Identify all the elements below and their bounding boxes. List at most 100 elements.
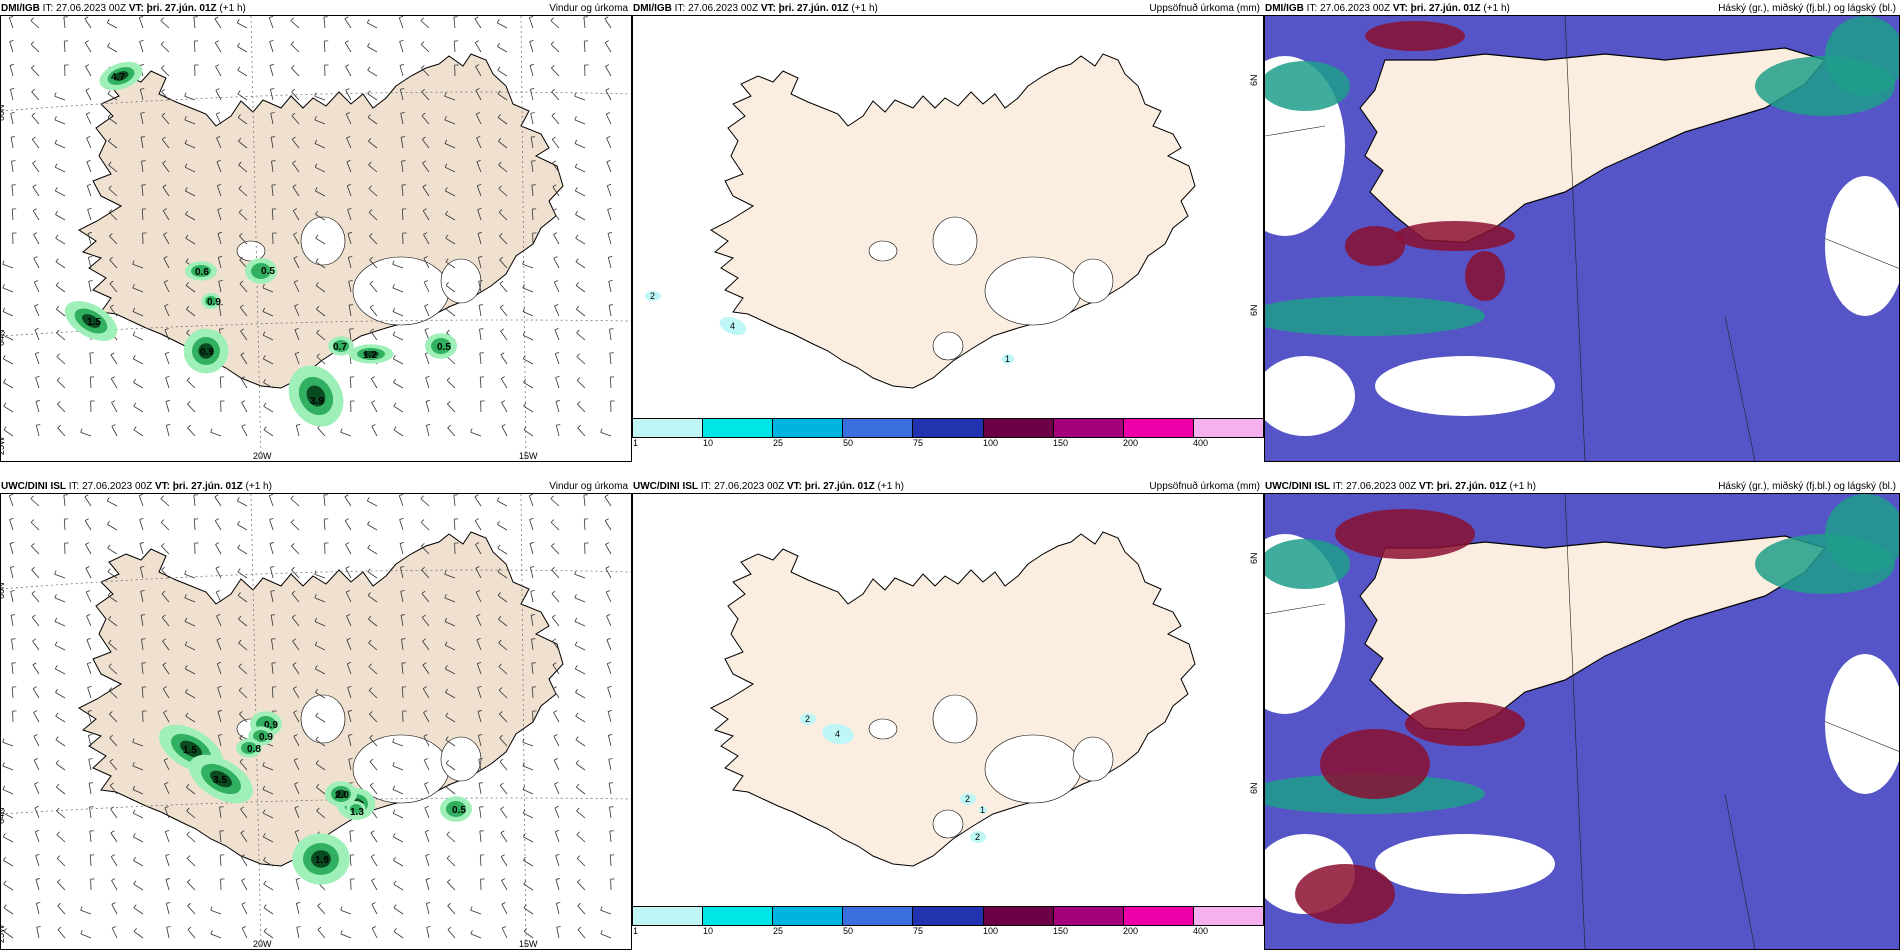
wind-barb xyxy=(421,91,430,101)
wind-barb xyxy=(607,233,612,245)
wind-barb xyxy=(270,137,274,149)
wind-barb-flag xyxy=(575,234,579,239)
precip-heavy xyxy=(113,71,129,81)
wind-barb-flag xyxy=(54,163,58,168)
graticule-line xyxy=(1265,16,1899,461)
wind-barb xyxy=(133,429,144,437)
wind-barb xyxy=(162,210,170,221)
wind-barb xyxy=(522,812,534,819)
precip-area xyxy=(645,291,661,301)
wind-barb-flag xyxy=(290,17,294,21)
wind-barb xyxy=(499,259,508,269)
wind-barb xyxy=(89,831,92,843)
wind-barb xyxy=(608,783,612,795)
wind-barb xyxy=(368,642,378,651)
wind-barb-flag xyxy=(575,258,579,263)
wind-barb xyxy=(109,737,118,747)
wind-barb-flag xyxy=(550,519,555,523)
wind-barb xyxy=(317,905,326,915)
wind-barb-flag xyxy=(9,494,14,497)
wind-barb xyxy=(110,354,118,365)
wind-barb xyxy=(32,162,40,173)
mid-cloud-area xyxy=(1265,296,1485,336)
wind-barb-flag xyxy=(80,428,83,433)
graticule-line xyxy=(1,319,631,337)
wind-barb-flag xyxy=(32,208,37,212)
wind-barb-flag xyxy=(237,544,241,549)
wind-barb-flag xyxy=(54,139,58,144)
precip-heavy xyxy=(180,740,202,758)
wind-barb xyxy=(349,329,352,341)
wind-barb xyxy=(34,807,40,819)
wind-barb-flag xyxy=(474,494,479,498)
wind-barb xyxy=(271,185,274,197)
wind-barb-flag xyxy=(296,926,301,928)
wind-barb-flag xyxy=(108,137,112,142)
wind-barb-flag xyxy=(236,497,240,502)
wind-barb xyxy=(479,329,482,341)
wind-barb-flag xyxy=(31,543,35,547)
wind-barb-flag xyxy=(54,665,58,670)
wind-barb-flag xyxy=(575,210,578,215)
wind-barb xyxy=(347,735,352,747)
wind-barb xyxy=(184,597,196,603)
wind-barb xyxy=(575,715,586,723)
colorbar-tick: 25 xyxy=(773,926,784,936)
precip-heavy xyxy=(210,770,232,788)
precip-value: 2 xyxy=(650,291,655,301)
wind-barb-flag xyxy=(344,40,349,44)
wind-barb xyxy=(141,208,144,221)
wind-barb-flag xyxy=(34,328,39,331)
wind-barb xyxy=(2,765,14,771)
wind-barb xyxy=(55,668,66,675)
wind-barb-flag xyxy=(368,185,372,189)
wind-barb xyxy=(345,90,352,101)
glacier xyxy=(236,240,266,262)
wind-barb xyxy=(576,332,586,341)
wind-barb-flag xyxy=(348,256,353,258)
wind-barb xyxy=(498,164,508,173)
precip-value: 0.5 xyxy=(437,342,451,353)
wind-barb xyxy=(111,426,118,437)
wind-barb-flag xyxy=(132,331,136,336)
wind-barb-flag xyxy=(316,783,320,788)
wind-barb-flag xyxy=(474,518,479,522)
wind-barb-flag xyxy=(479,304,484,306)
wind-barb xyxy=(240,808,248,819)
wind-barb-flag xyxy=(31,88,35,93)
wind-barb-flag xyxy=(54,570,57,575)
wind-barb-flag xyxy=(476,160,481,163)
wind-barb xyxy=(187,905,196,915)
panel-header: UWC/DINI ISL IT: 27.06.2023 00Z VT: þri.… xyxy=(0,478,632,496)
wind-barb xyxy=(10,137,14,149)
wind-barb xyxy=(470,431,482,437)
wind-barb-flag xyxy=(31,65,35,69)
high-cloud-area xyxy=(1395,221,1515,251)
wind-barb xyxy=(445,261,456,269)
colorbar-tick: 25 xyxy=(773,438,784,448)
precip-moderate xyxy=(241,742,257,754)
lat-label: 6N xyxy=(1249,304,1259,316)
wind-barb xyxy=(392,311,404,317)
wind-barb-flag xyxy=(497,520,500,525)
wind-barb xyxy=(166,927,170,939)
wind-barb xyxy=(55,237,66,245)
wind-barb-flag xyxy=(608,256,613,258)
wind-barb xyxy=(550,20,560,29)
wind-barb xyxy=(193,40,196,53)
wind-barb xyxy=(605,66,612,77)
wind-barb-flag xyxy=(551,88,555,93)
wind-barb xyxy=(399,41,404,53)
valid-time-label: VT: xyxy=(1418,481,1437,492)
wind-barb-flag xyxy=(57,424,61,429)
valid-time: þri. 27.jún. 01Z xyxy=(1436,481,1507,492)
wind-barb xyxy=(497,524,508,531)
wind-barb-flag xyxy=(239,233,243,237)
wind-barb xyxy=(107,547,118,555)
wind-barb-flag xyxy=(56,831,60,835)
wind-barb xyxy=(239,235,248,245)
precip-value: 3.5 xyxy=(213,775,227,786)
wind-barb-flag xyxy=(187,401,191,405)
colorbar-tick: 100 xyxy=(983,438,999,448)
precip-value: 4 xyxy=(730,321,735,331)
